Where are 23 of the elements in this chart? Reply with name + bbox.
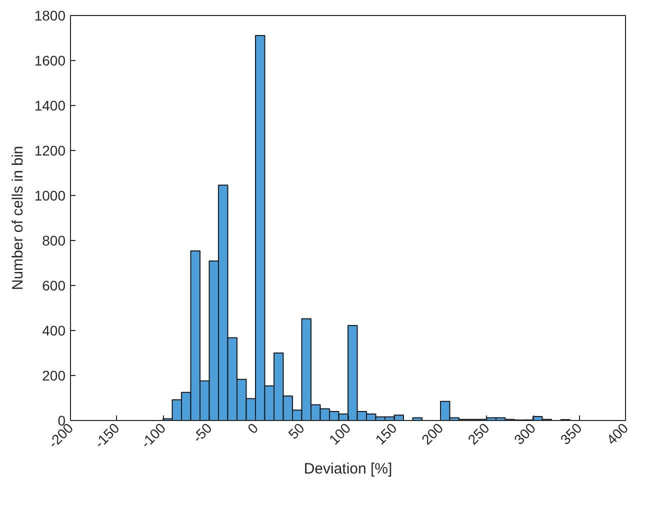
y-tick-label: 600 [42, 278, 66, 294]
x-tick-label: 100 [326, 420, 354, 448]
y-tick-label: 1200 [34, 142, 66, 158]
x-tick-label: -50 [189, 420, 216, 446]
y-tick-label: 1400 [34, 98, 66, 114]
y-tick-label: 1600 [34, 52, 66, 68]
x-tick-label: 350 [557, 420, 586, 448]
x-tick-label: 50 [285, 420, 308, 442]
x-tick-label: 300 [510, 420, 539, 448]
y-tick-label: 200 [42, 368, 66, 384]
y-axis-title: Number of cells in bin [9, 146, 26, 290]
y-tick-label: 400 [42, 322, 66, 338]
x-tick-label: 0 [244, 420, 262, 437]
x-axis-title: Deviation [%] [304, 460, 392, 478]
x-tick-label: -150 [91, 420, 123, 451]
x-tick-label: 400 [603, 420, 632, 448]
x-tick-label: 150 [372, 420, 400, 448]
y-tick-label: 1000 [34, 188, 66, 204]
x-tick-label: 200 [418, 420, 446, 448]
x-tick-label: -100 [138, 420, 169, 451]
y-tick-label: 1800 [34, 8, 66, 24]
x-tick-label: 250 [464, 420, 493, 448]
y-tick-label: 800 [42, 232, 66, 248]
